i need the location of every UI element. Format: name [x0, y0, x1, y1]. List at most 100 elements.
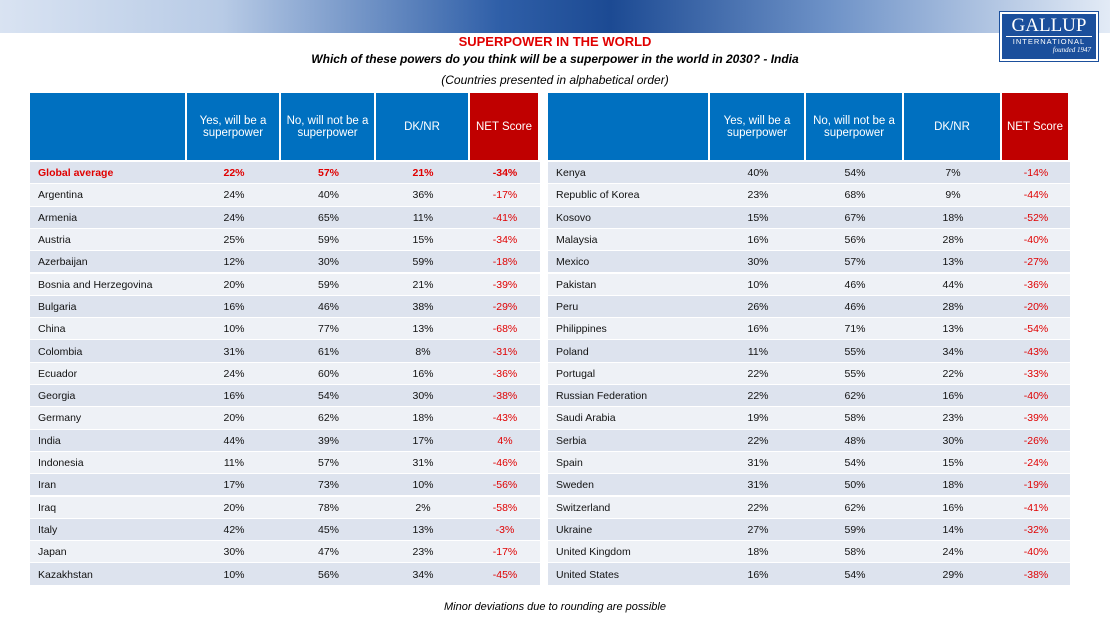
- value-cell: 22%: [747, 434, 769, 447]
- value-cell: 46%: [317, 300, 339, 313]
- value-cell: 61%: [317, 345, 339, 358]
- value-cell: -14%: [1023, 167, 1049, 180]
- value-cell: -40%: [1023, 390, 1049, 403]
- row-background: [548, 385, 1070, 408]
- value-cell: 23%: [942, 412, 964, 425]
- value-cell: -36%: [1023, 278, 1049, 291]
- value-cell: 62%: [317, 412, 339, 425]
- country-cell: Indonesia: [38, 457, 84, 470]
- country-cell: Japan: [38, 546, 67, 559]
- value-cell: 46%: [844, 300, 866, 313]
- value-cell: 16%: [747, 323, 769, 336]
- row-background: [30, 162, 540, 185]
- value-cell: -39%: [1023, 412, 1049, 425]
- column-header: DK/NR: [376, 93, 470, 160]
- value-cell: 31%: [747, 479, 769, 492]
- value-cell: 77%: [317, 323, 339, 336]
- country-cell: Colombia: [38, 345, 83, 358]
- country-cell: Germany: [38, 412, 82, 425]
- value-cell: 65%: [317, 211, 339, 224]
- value-cell: -43%: [1023, 345, 1049, 358]
- value-cell: 10%: [223, 568, 245, 581]
- value-cell: 24%: [223, 189, 245, 202]
- value-cell: 36%: [412, 189, 434, 202]
- value-cell: 28%: [942, 300, 964, 313]
- column-header: NET Score: [1002, 93, 1070, 160]
- country-cell: Serbia: [556, 434, 587, 447]
- value-cell: 47%: [317, 546, 339, 559]
- value-cell: 20%: [223, 278, 245, 291]
- row-background: [548, 563, 1070, 586]
- value-cell: -46%: [492, 457, 518, 470]
- value-cell: 20%: [223, 501, 245, 514]
- value-cell: -40%: [1023, 234, 1049, 247]
- row-background: [30, 451, 540, 475]
- country-cell: India: [38, 434, 61, 447]
- value-cell: 15%: [942, 457, 964, 470]
- value-cell: 24%: [223, 367, 245, 380]
- country-cell: Philippines: [556, 323, 607, 336]
- value-cell: -34%: [492, 167, 518, 180]
- subtitle: Which of these powers do you think will …: [311, 52, 799, 66]
- value-cell: 40%: [747, 167, 769, 180]
- value-cell: 11%: [747, 345, 769, 358]
- country-cell: Ukraine: [556, 523, 593, 536]
- value-cell: 57%: [317, 457, 339, 470]
- row-background: [30, 362, 540, 385]
- value-cell: -56%: [492, 479, 518, 492]
- country-cell: Azerbaijan: [38, 256, 88, 269]
- value-cell: 13%: [942, 256, 964, 269]
- header-cell: [548, 93, 710, 160]
- value-cell: 56%: [317, 568, 339, 581]
- country-cell: Poland: [556, 345, 589, 358]
- country-cell: Portugal: [556, 367, 596, 380]
- value-cell: -45%: [492, 568, 518, 581]
- row-background: [548, 496, 1070, 519]
- column-header: No, will not be a superpower: [806, 93, 904, 160]
- value-cell: 48%: [844, 434, 866, 447]
- value-cell: 46%: [844, 278, 866, 291]
- column-header: Yes, will be a superpower: [710, 93, 806, 160]
- value-cell: -38%: [1023, 568, 1049, 581]
- value-cell: 14%: [942, 523, 964, 536]
- value-cell: 13%: [412, 323, 434, 336]
- column-header: No, will not be a superpower: [281, 93, 376, 160]
- row-background: [548, 429, 1070, 452]
- value-cell: 27%: [747, 523, 769, 536]
- value-cell: 73%: [317, 479, 339, 492]
- value-cell: 16%: [942, 501, 964, 514]
- row-background: [548, 451, 1070, 475]
- value-cell: 26%: [747, 300, 769, 313]
- value-cell: 55%: [844, 345, 866, 358]
- country-cell: Kosovo: [556, 211, 592, 224]
- value-cell: 24%: [942, 546, 964, 559]
- country-cell: Peru: [556, 300, 579, 313]
- value-cell: 58%: [844, 546, 866, 559]
- country-cell: Sweden: [556, 479, 594, 492]
- value-cell: 31%: [223, 345, 245, 358]
- value-cell: -43%: [492, 412, 518, 425]
- column-header: Yes, will be a superpower: [187, 93, 281, 160]
- row-background: [30, 407, 540, 430]
- row-background: [548, 340, 1070, 363]
- value-cell: 13%: [412, 523, 434, 536]
- value-cell: -41%: [1023, 501, 1049, 514]
- row-background: [548, 162, 1070, 185]
- value-cell: 30%: [942, 434, 964, 447]
- value-cell: -38%: [492, 390, 518, 403]
- value-cell: -31%: [492, 345, 518, 358]
- value-cell: 17%: [412, 434, 434, 447]
- value-cell: 30%: [317, 256, 339, 269]
- value-cell: 16%: [412, 367, 434, 380]
- value-cell: 44%: [942, 278, 964, 291]
- value-cell: 78%: [317, 501, 339, 514]
- value-cell: 54%: [844, 167, 866, 180]
- value-cell: 34%: [412, 568, 434, 581]
- value-cell: 62%: [844, 390, 866, 403]
- value-cell: -40%: [1023, 546, 1049, 559]
- value-cell: -41%: [492, 211, 518, 224]
- value-cell: -44%: [1023, 189, 1049, 202]
- value-cell: 59%: [317, 234, 339, 247]
- row-background: [30, 541, 540, 564]
- value-cell: 58%: [844, 412, 866, 425]
